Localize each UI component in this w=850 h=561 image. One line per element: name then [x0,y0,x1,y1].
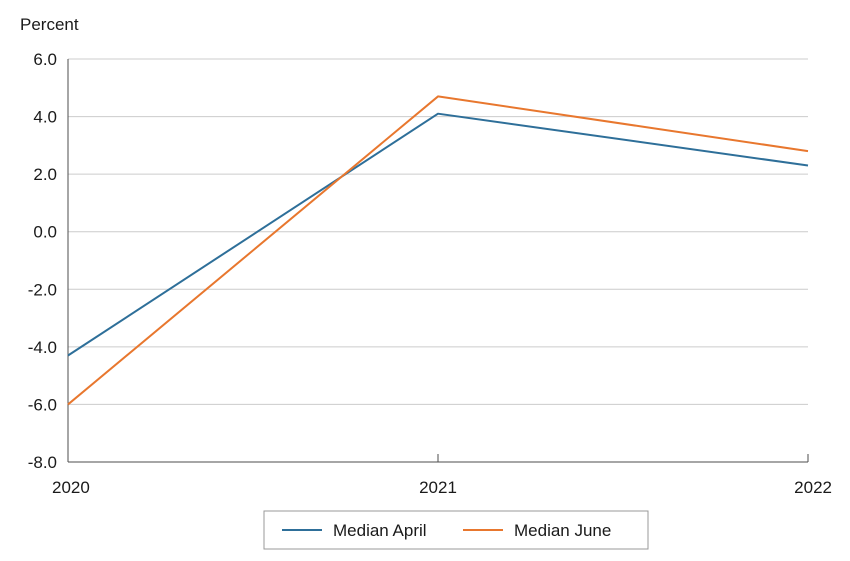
x-axis-ticks: 2020 2021 2022 [52,454,832,497]
y-axis-ticks: 6.0 4.0 2.0 0.0 -2.0 -4.0 -6.0 -8.0 [28,50,57,472]
legend-box [263,510,649,550]
y-tick-label: 2.0 [33,165,57,184]
y-tick-label: -8.0 [28,453,57,472]
series-line-median-june [67,95,809,406]
x-tick-label: 2022 [794,478,832,497]
y-tick-label: 4.0 [33,108,57,127]
gridlines [68,58,808,463]
legend-label-median-april: Median April [333,521,427,540]
x-tick-label: 2020 [52,478,90,497]
series-line-median-april [67,112,809,357]
y-tick-label: 0.0 [33,223,57,242]
series-lines [67,95,809,406]
y-tick-label: 6.0 [33,50,57,69]
y-axis-unit-label: Percent [20,15,79,34]
legend: Median April Median June [263,510,649,550]
y-tick-label: -2.0 [28,280,57,299]
y-tick-label: -4.0 [28,338,57,357]
x-tick-label: 2021 [419,478,457,497]
y-tick-label: -6.0 [28,395,57,414]
legend-label-median-june: Median June [514,521,611,540]
